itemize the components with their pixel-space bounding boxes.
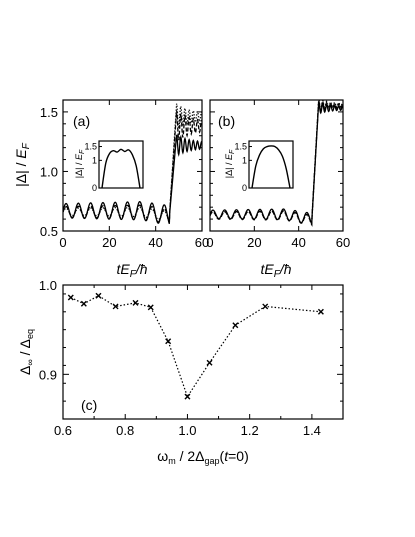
panel-b-inset-frame: [248, 140, 294, 189]
inset-y-tick-label: 0: [242, 183, 247, 193]
x-tick-label: 1.4: [303, 423, 321, 438]
data-point: [232, 322, 239, 329]
panel-b-xlabel: tEF/ħ: [260, 261, 291, 280]
panel-c-connector-line: [70, 295, 321, 399]
panel-b-inset-curve: [251, 145, 291, 189]
panel-a-inset-ticks: 011.5: [84, 142, 102, 193]
panel-b-frame: [209, 99, 344, 232]
panel-a-inset-curve: [101, 148, 141, 189]
data-point: [132, 299, 139, 306]
series-line-dotted: [209, 98, 344, 227]
x-tick-label: 60: [336, 235, 350, 250]
panel-c-points: [67, 292, 324, 400]
panel-b-series: [209, 98, 344, 227]
panel-a: 0 20 40 600.51.01.5 (a) |Δ| / EF tEF/ħ 011.…: [13, 99, 209, 280]
panel-b-label: (b): [218, 113, 235, 129]
data-point: [165, 338, 172, 345]
data-point: [262, 303, 269, 310]
panel-b-ticks: 0 20 40 60: [206, 99, 350, 250]
y-tick-label: 0.5: [40, 224, 58, 239]
x-tick-label: 0.6: [54, 423, 72, 438]
panel-a-inset-frame: [98, 140, 144, 189]
x-tick-label: 60: [195, 235, 209, 250]
data-point: [95, 292, 102, 299]
x-tick-label: 0: [206, 235, 213, 250]
inset-y-tick-label: 1.5: [234, 142, 247, 152]
panel-c-ylabel: Δ∞ / Δeq: [17, 329, 35, 375]
x-tick-label: 0.8: [116, 423, 134, 438]
data-point: [184, 393, 191, 400]
panel-a-frame: [62, 99, 203, 232]
panel-b-inset-ticks: 011.5: [234, 142, 252, 193]
x-tick-label: 1.0: [178, 423, 196, 438]
data-point: [206, 359, 213, 366]
y-tick-label: 1.0: [39, 278, 57, 293]
data-point: [80, 300, 87, 307]
data-point: [317, 308, 324, 315]
panel-c-xlabel: ωm / 2Δgap(t=0): [157, 448, 248, 466]
y-tick-label: 0.9: [39, 367, 57, 382]
panel-a-inset-ylabel: |Δ| / EF: [74, 149, 86, 178]
inset-y-tick-label: 1: [92, 155, 97, 165]
series-line-dotted: [62, 103, 203, 224]
y-tick-label: 1.0: [40, 164, 58, 179]
panel-b: 0 20 40 60 (b) tEF/ħ 011.5 |Δ| / EF: [206, 98, 350, 280]
x-tick-label: 20: [102, 235, 116, 250]
x-tick-label: 40: [291, 235, 305, 250]
data-point: [147, 304, 154, 311]
panel-b-inset: 011.5 |Δ| / EF: [224, 140, 294, 193]
panel-a-xlabel: tEF/ħ: [116, 261, 147, 280]
data-point: [67, 294, 74, 301]
panel-b-inset-ylabel: |Δ| / EF: [224, 149, 236, 178]
panel-c-frame: [62, 284, 344, 420]
data-point: [112, 303, 119, 310]
panel-a-ticks: 0 20 40 60 0.5 1.0 1.5: [40, 99, 209, 250]
inset-y-tick-label: 1: [242, 155, 247, 165]
x-tick-label: 0: [59, 235, 66, 250]
x-tick-label: 20: [247, 235, 261, 250]
inset-y-tick-label: 0: [92, 183, 97, 193]
series-line-dashed: [62, 110, 203, 224]
x-tick-label: 1.2: [241, 423, 259, 438]
panel-c-ticks: 0.6 0.8 1.0 1.2 1.4 0.9 1.0: [39, 278, 344, 438]
panel-a-label: (a): [73, 113, 90, 129]
panel-c: 0.6 0.8 1.0 1.2 1.4 0.9 1.0 (c) Δ∞ / Δeq ωm / …: [17, 278, 344, 466]
y-tick-label: 1.5: [40, 105, 58, 120]
panel-a-inset: 011.5 |Δ| / EF: [74, 140, 144, 193]
panel-a-ylabel: |Δ| / EF: [13, 142, 32, 187]
panel-c-label: (c): [81, 397, 97, 413]
panel-a-series: [62, 103, 203, 225]
inset-y-tick-label: 1.5: [84, 142, 97, 152]
x-tick-label: 40: [148, 235, 162, 250]
